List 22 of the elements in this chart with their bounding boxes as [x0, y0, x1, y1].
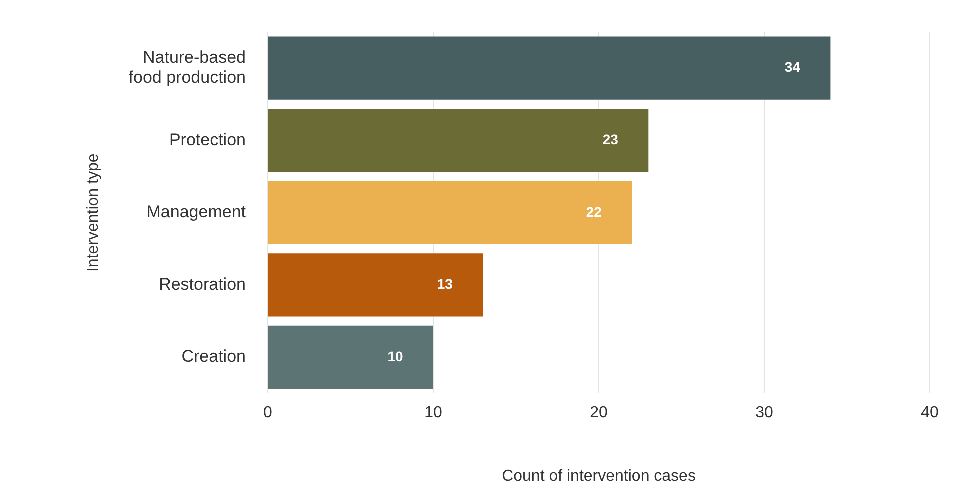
bar	[268, 36, 831, 100]
y-tick-label: Management	[146, 202, 246, 222]
data-label: 22	[586, 204, 602, 220]
data-label: 10	[388, 348, 404, 364]
bar	[268, 181, 632, 244]
data-label: 23	[602, 131, 619, 148]
x-tick-label: 30	[756, 404, 774, 422]
x-tick-label: 10	[424, 404, 442, 422]
x-axis-title: Count of intervention cases	[502, 468, 696, 485]
y-tick-label: Protection	[169, 130, 246, 150]
y-tick-label: Nature-based food production	[128, 48, 246, 88]
y-tick-label: Creation	[182, 347, 246, 366]
y-axis-title: Intervention type	[85, 154, 102, 272]
bar	[268, 109, 649, 172]
y-tick-label: Restoration	[159, 274, 246, 294]
x-tick-label: 0	[264, 404, 273, 422]
bar	[268, 326, 434, 390]
bar	[268, 254, 484, 317]
data-label: 34	[784, 59, 801, 76]
x-tick-label: 40	[921, 404, 939, 422]
data-label: 13	[437, 276, 454, 292]
x-tick-label: 20	[590, 404, 608, 422]
